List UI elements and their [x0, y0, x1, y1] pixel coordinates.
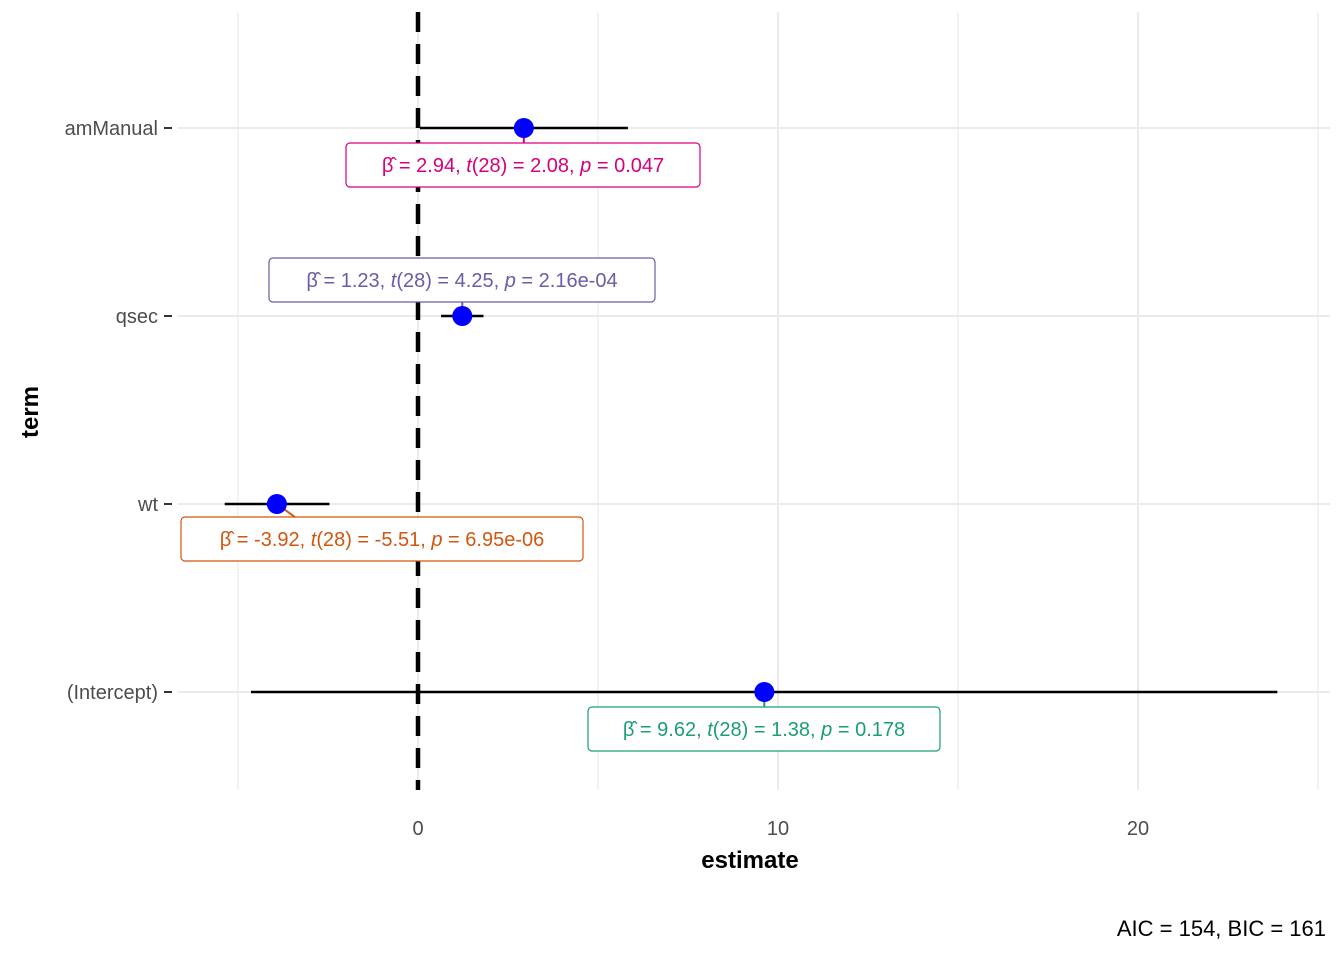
- estimate-point: [513, 118, 534, 138]
- caption: AIC = 154, BIC = 161: [1117, 916, 1326, 941]
- stat-label-box: [587, 706, 941, 752]
- y-tick-label: (Intercept): [67, 682, 158, 704]
- estimate-point: [754, 682, 775, 702]
- stat-label-text: β̂ = -3.92, t(28) = -5.51, p = 6.95e-06: [220, 529, 545, 551]
- x-axis-title: estimate: [701, 847, 798, 874]
- stat-label-text: β̂ = 2.94, t(28) = 2.08, p = 0.047: [382, 155, 664, 177]
- estimate-point: [452, 306, 473, 326]
- stat-label-box: [180, 516, 584, 562]
- x-tick-label: 20: [1127, 818, 1149, 840]
- stat-label-box: [345, 142, 701, 188]
- x-tick-label: 10: [767, 818, 789, 840]
- stat-label-text: β̂ = 1.23, t(28) = 4.25, p = 2.16e-04: [306, 270, 617, 292]
- y-axis-title: term: [17, 386, 44, 438]
- y-tick-label: qsec: [116, 306, 158, 328]
- estimate-point: [266, 494, 287, 514]
- y-tick-label: amManual: [65, 118, 158, 140]
- stat-label-text: β̂ = 9.62, t(28) = 1.38, p = 0.178: [623, 719, 905, 741]
- stat-label-box: [268, 257, 656, 303]
- x-tick-label: 0: [412, 818, 423, 840]
- y-tick-label: wt: [137, 494, 158, 516]
